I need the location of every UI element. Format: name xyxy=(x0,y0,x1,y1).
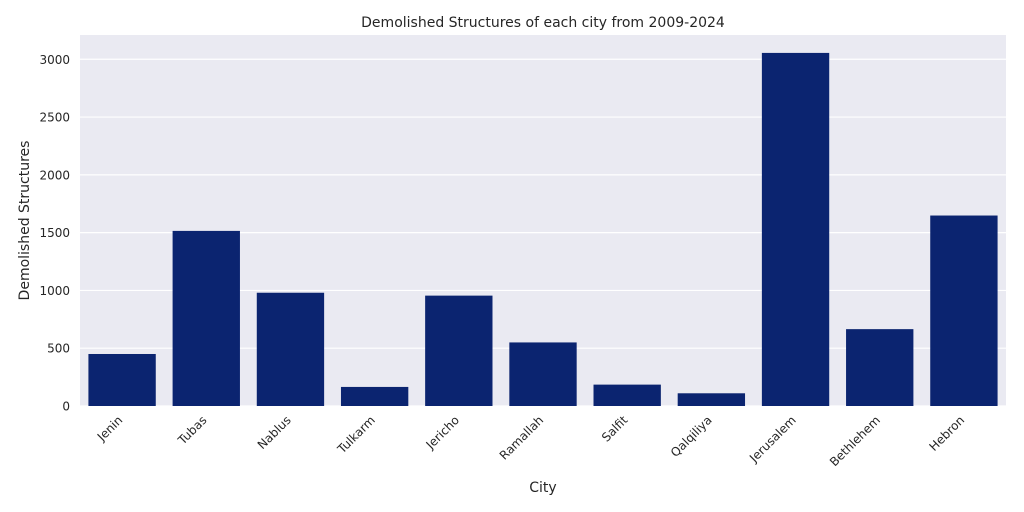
y-tick-label: 1500 xyxy=(39,226,70,240)
bar-ramallah xyxy=(509,342,577,406)
x-tick-label: Bethlehem xyxy=(827,413,883,469)
bars xyxy=(88,52,998,406)
chart-title: Demolished Structures of each city from … xyxy=(361,15,725,31)
bar-salfit xyxy=(593,384,661,406)
bar-jericho xyxy=(425,295,493,406)
x-tick-label: Nablus xyxy=(255,413,294,452)
x-tick-label: Tulkarm xyxy=(334,413,378,457)
x-tick-label: Ramallah xyxy=(497,413,547,463)
x-tick-label: Salfit xyxy=(599,413,631,445)
x-tick-label: Tubas xyxy=(175,413,210,448)
x-tick-label: Jericho xyxy=(423,413,462,452)
bar-jerusalem xyxy=(761,52,830,406)
bar-tulkarm xyxy=(340,386,409,406)
y-axis-label: Demolished Structures xyxy=(17,141,33,301)
x-tick-label: Hebron xyxy=(926,413,967,454)
y-tick-label: 500 xyxy=(47,342,70,356)
y-tick-label: 3000 xyxy=(39,53,70,67)
y-tick-label: 1000 xyxy=(39,284,70,298)
x-axis-label: City xyxy=(529,480,556,496)
x-tick-labels: Jenin Tubas Nablus Tulkarm Jericho Ramallah Sa… xyxy=(94,413,967,469)
x-tick-label: Jerusalem xyxy=(746,413,799,466)
x-tick-label: Jenin xyxy=(94,413,125,444)
bar-tubas xyxy=(172,230,240,406)
y-tick-label: 2500 xyxy=(39,111,70,125)
bar-hebron xyxy=(930,215,998,406)
bar-nablus xyxy=(256,292,325,406)
bar-qalqiliya xyxy=(677,393,746,406)
bar-jenin xyxy=(88,353,156,406)
y-tick-labels: 0 500 1000 1500 2000 2500 3000 xyxy=(39,53,70,414)
bar-bethlehem xyxy=(846,329,914,406)
y-tick-label: 0 xyxy=(62,400,70,414)
x-tick-label: Qalqiliya xyxy=(668,413,715,460)
y-tick-label: 2000 xyxy=(39,168,70,182)
